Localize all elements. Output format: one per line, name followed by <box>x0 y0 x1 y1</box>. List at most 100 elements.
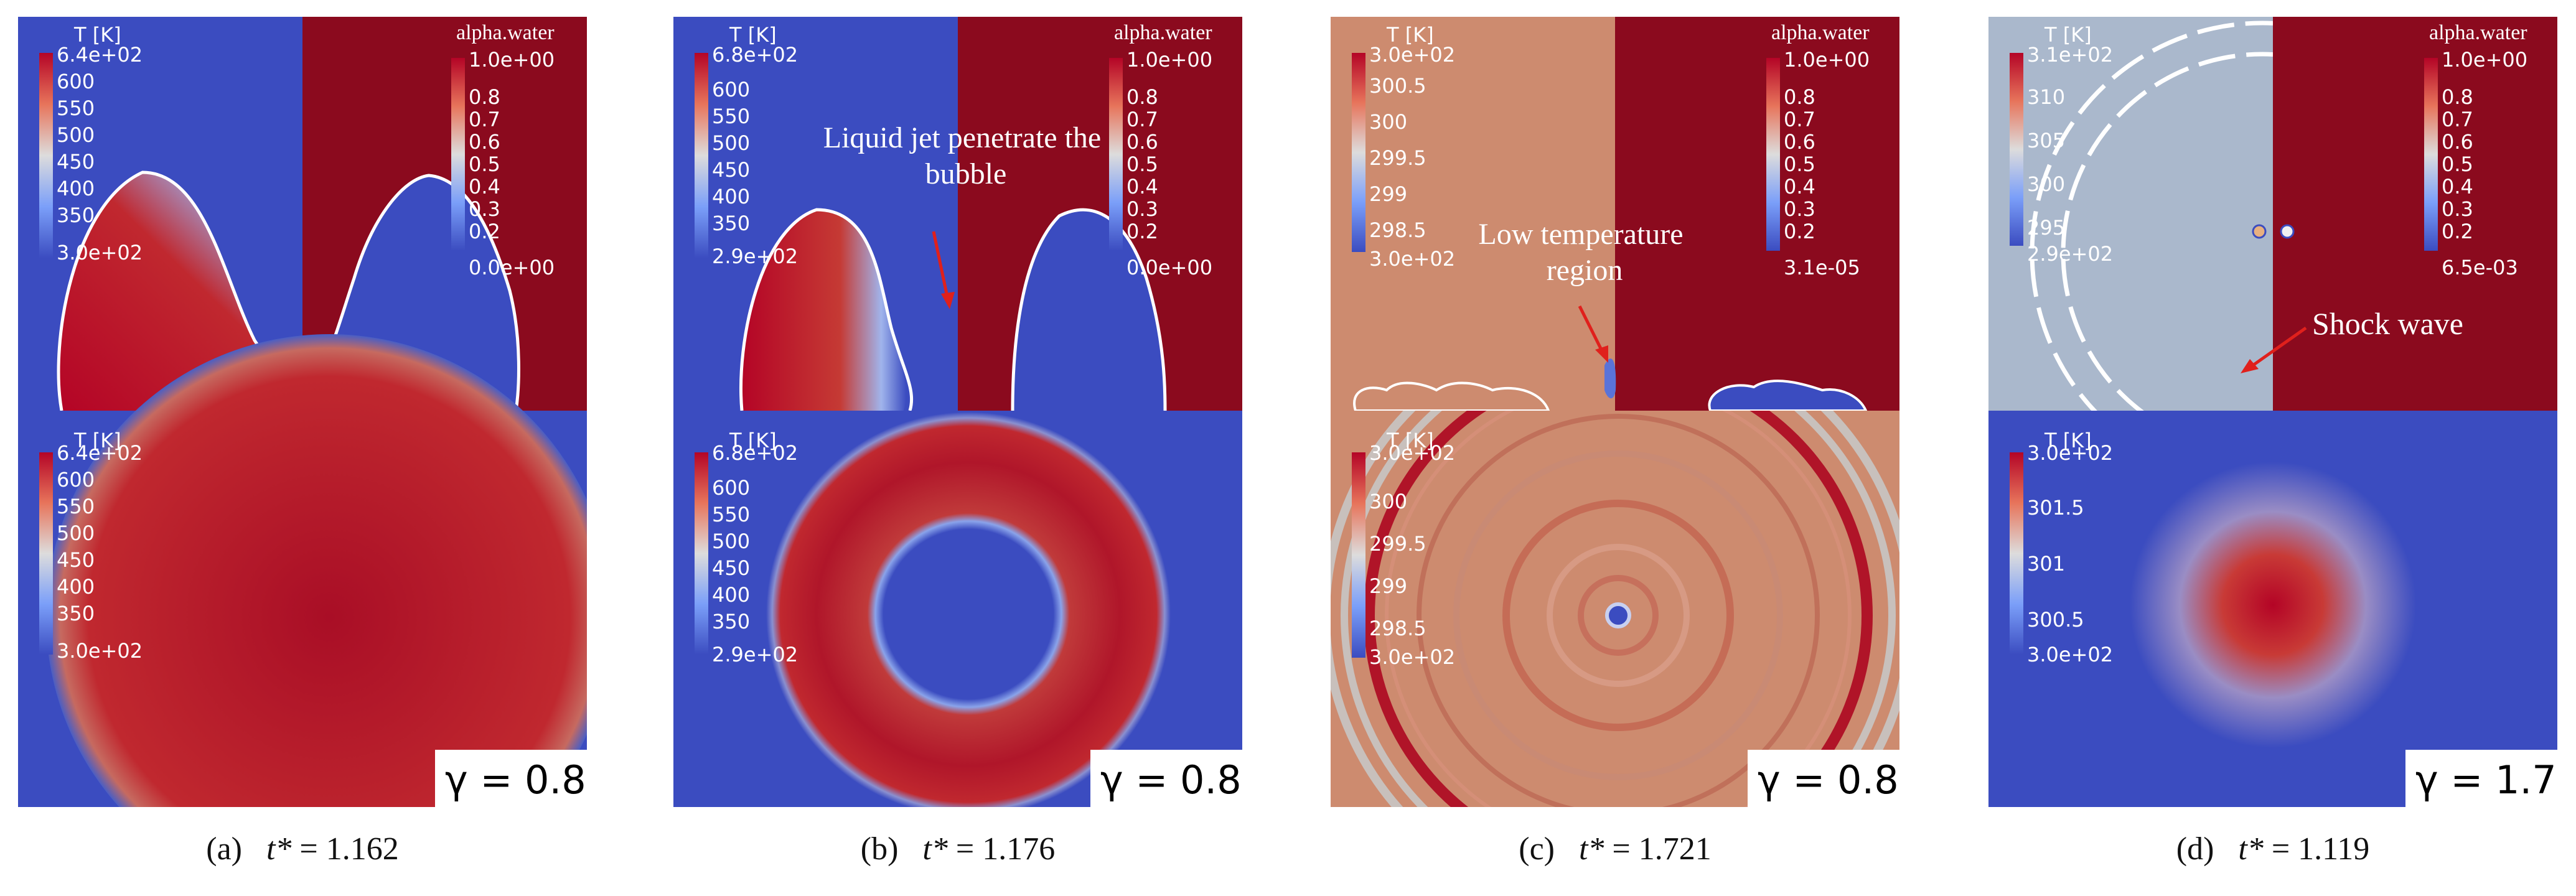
legend-tick: 0.7 <box>1126 108 1158 131</box>
legend-tick: 0.2 <box>2442 220 2473 243</box>
wave-ring <box>1502 500 1734 731</box>
legend-max: 1.0e+00 <box>1784 48 1870 72</box>
legend-tick: 550 <box>712 105 750 128</box>
colorbar-temperature-top <box>695 53 708 258</box>
legend-tick: 600 <box>57 468 95 492</box>
gamma-label: γ = 1.7 <box>2415 757 2557 803</box>
legend-tick: 600 <box>712 78 750 101</box>
legend-title: T [K] <box>1386 23 1434 47</box>
legend-tick: 0.5 <box>1784 152 1815 176</box>
annotation-line: Low temperature <box>1478 218 1683 251</box>
legend-tick: 305 <box>2027 129 2065 152</box>
bubble-remnant <box>2252 224 2267 239</box>
wave-ring-hot <box>1364 411 1873 807</box>
legend-tick: 0.6 <box>1784 130 1815 154</box>
legend-tick: 0.4 <box>1126 175 1158 198</box>
legend-title: T [K] <box>73 429 121 452</box>
legend-min: 3.0e+02 <box>57 241 143 264</box>
colorbar-temperature-top <box>2010 53 2023 246</box>
legend-min: 0.0e+00 <box>1126 256 1212 279</box>
legend-max: 6.8e+02 <box>712 43 798 67</box>
arrowhead-icon <box>1595 345 1608 363</box>
caption-variable: t* <box>1578 831 1604 867</box>
legend-tick: 299 <box>1369 182 1407 206</box>
legend-min: 3.0e+02 <box>2027 643 2113 666</box>
legend-min: 3.0e+02 <box>1369 645 1455 669</box>
legend-tick: 301 <box>2027 552 2065 576</box>
shock-wave-ring <box>2030 21 2273 411</box>
hot-spot <box>2130 462 2416 748</box>
caption-a: (a) t* = 1.162 <box>18 831 587 867</box>
legend-max: 3.0e+02 <box>1369 441 1455 465</box>
colorbar-alpha-top <box>1766 58 1780 251</box>
legend-tick: 450 <box>712 556 750 580</box>
legend-tick: 299 <box>1369 574 1407 598</box>
legend-tick: 299.5 <box>1369 532 1426 556</box>
arrowhead-icon <box>2241 359 2259 373</box>
caption-value: = 1.176 <box>955 831 1056 867</box>
annotation-arrow <box>2252 326 2307 367</box>
panel-b-figure: T [K] 6.8e+02 600 550 500 450 400 350 2.… <box>673 17 1242 807</box>
colorbar-temperature-top <box>1352 53 1365 252</box>
colorbar-alpha-top <box>1109 58 1123 251</box>
legend-tick: 300 <box>1369 110 1407 134</box>
caption-d: (d) t* = 1.119 <box>1988 831 2557 867</box>
gamma-label: γ = 0.8 <box>1758 757 1899 803</box>
legend-tick: 350 <box>712 212 750 235</box>
caption-variable: t* <box>2238 831 2264 867</box>
bubble-fragment-right <box>1708 380 1868 412</box>
panel-a-figure: T [K] 6.4e+02 600 550 500 450 400 350 3.… <box>18 17 587 807</box>
wave-ring <box>1578 575 1659 656</box>
panel-a: T [K] 6.4e+02 600 550 500 450 400 350 3.… <box>18 17 587 807</box>
legend-tick: 0.3 <box>469 197 500 221</box>
legend-tick: 0.8 <box>1784 85 1815 109</box>
legend-max: 6.4e+02 <box>57 441 143 465</box>
legend-tick: 350 <box>57 203 95 227</box>
panel-c-figure: T [K] 3.0e+02 300.5 300 299.5 299 298.5 … <box>1331 17 1899 807</box>
colorbar-temperature-bottom <box>695 452 708 655</box>
legend-title: T [K] <box>2044 23 2092 47</box>
bubble-water-phase <box>1013 210 1165 411</box>
bubble-core <box>1605 602 1631 628</box>
legend-min: 2.9e+02 <box>2027 242 2113 266</box>
caption-label: (c) <box>1519 831 1555 867</box>
legend-tick: 0.7 <box>1784 108 1815 131</box>
legend-tick: 0.5 <box>1126 152 1158 176</box>
legend-max: 3.1e+02 <box>2027 43 2113 67</box>
caption-value: = 1.721 <box>1612 831 1712 867</box>
gamma-box <box>1748 750 1899 807</box>
wave-ring <box>1385 411 1852 807</box>
gamma-label: γ = 0.8 <box>1100 757 1242 803</box>
legend-tick: 0.8 <box>2442 85 2473 109</box>
legend-title: T [K] <box>2044 429 2092 452</box>
annotation-arrow <box>932 231 949 297</box>
low-temperature-spot <box>1604 358 1616 399</box>
hot-ring <box>46 334 587 807</box>
hot-ring <box>766 412 1171 807</box>
bubble-interface-right <box>302 174 520 411</box>
colorbar-temperature-bottom <box>39 452 53 655</box>
legend-tick: 0.7 <box>469 108 500 131</box>
legend-tick: 0.4 <box>1784 175 1815 198</box>
legend-tick: 300 <box>1369 490 1407 513</box>
legend-tick: 298.5 <box>1369 617 1426 640</box>
annotation-line: bubble <box>925 157 1007 190</box>
caption-value: = 1.119 <box>2271 831 2370 867</box>
legend-tick: 400 <box>57 177 95 200</box>
gamma-box <box>435 750 587 807</box>
water-field-top <box>2273 17 2557 411</box>
annotation-text: Liquid jet penetrate the bubble <box>823 121 1108 190</box>
bubble-interface-right <box>1011 208 1167 411</box>
legend-title: alpha.water <box>1771 21 1870 44</box>
legend-tick: 450 <box>712 158 750 182</box>
caption-variable: t* <box>266 831 292 867</box>
bubble-temperature <box>741 210 906 411</box>
legend-tick: 0.3 <box>1126 197 1158 221</box>
gamma-box <box>2405 750 2557 807</box>
legend-tick: 299.5 <box>1369 146 1426 170</box>
panel-c: T [K] 3.0e+02 300.5 300 299.5 299 298.5 … <box>1331 17 1899 807</box>
caption-variable: t* <box>922 831 948 867</box>
colorbar-temperature-top <box>39 53 53 258</box>
legend-tick: 550 <box>57 495 95 518</box>
wave-ring <box>1341 411 1896 807</box>
